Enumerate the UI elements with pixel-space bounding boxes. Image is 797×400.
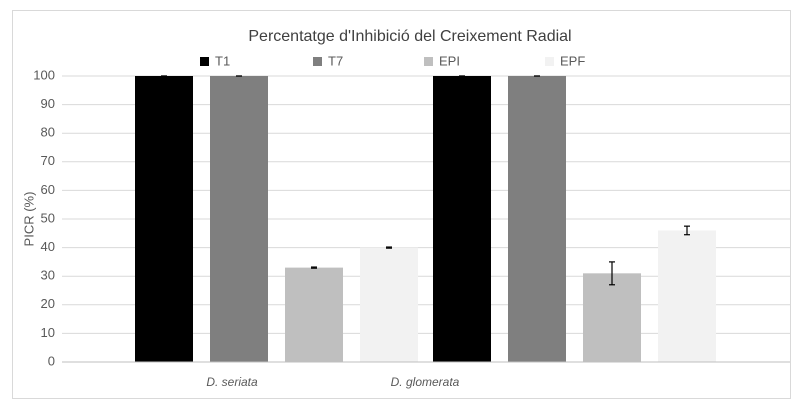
- error-bar: [609, 261, 615, 286]
- y-tick-label: 60: [41, 182, 55, 197]
- y-tick-label: 90: [41, 96, 55, 111]
- y-tick-label: 40: [41, 239, 55, 254]
- bar: [658, 230, 716, 362]
- y-axis-label: PICR (%): [21, 192, 36, 247]
- y-tick-label: 70: [41, 153, 55, 168]
- bar: [135, 76, 193, 362]
- chart-title: Percentatge d'Inhibició del Creixement R…: [248, 28, 571, 45]
- bar: [508, 76, 566, 362]
- legend-swatch: [424, 57, 433, 66]
- y-tick-label: 50: [41, 210, 55, 225]
- y-tick-label: 0: [48, 353, 55, 368]
- bar: [583, 273, 641, 362]
- y-tick-label: 80: [41, 125, 55, 140]
- bar: [210, 76, 268, 362]
- y-tick-label: 20: [41, 296, 55, 311]
- legend-label: T1: [215, 53, 230, 68]
- bar: [433, 76, 491, 362]
- x-tick-label: D. seriata: [206, 375, 258, 389]
- legend-swatch: [545, 57, 554, 66]
- error-bar: [386, 246, 392, 249]
- error-bar: [311, 266, 317, 269]
- bar: [285, 267, 343, 362]
- legend-swatch: [313, 57, 322, 66]
- error-bar: [684, 225, 690, 236]
- legend-swatch: [200, 57, 209, 66]
- legend-label: EPI: [439, 53, 460, 68]
- y-tick-label: 30: [41, 268, 55, 283]
- bar: [360, 247, 418, 362]
- y-tick-label: 10: [41, 325, 55, 340]
- legend-label: EPF: [560, 53, 585, 68]
- legend-label: T7: [328, 53, 343, 68]
- x-tick-label: D. glomerata: [391, 375, 460, 389]
- y-tick-label: 100: [33, 67, 55, 82]
